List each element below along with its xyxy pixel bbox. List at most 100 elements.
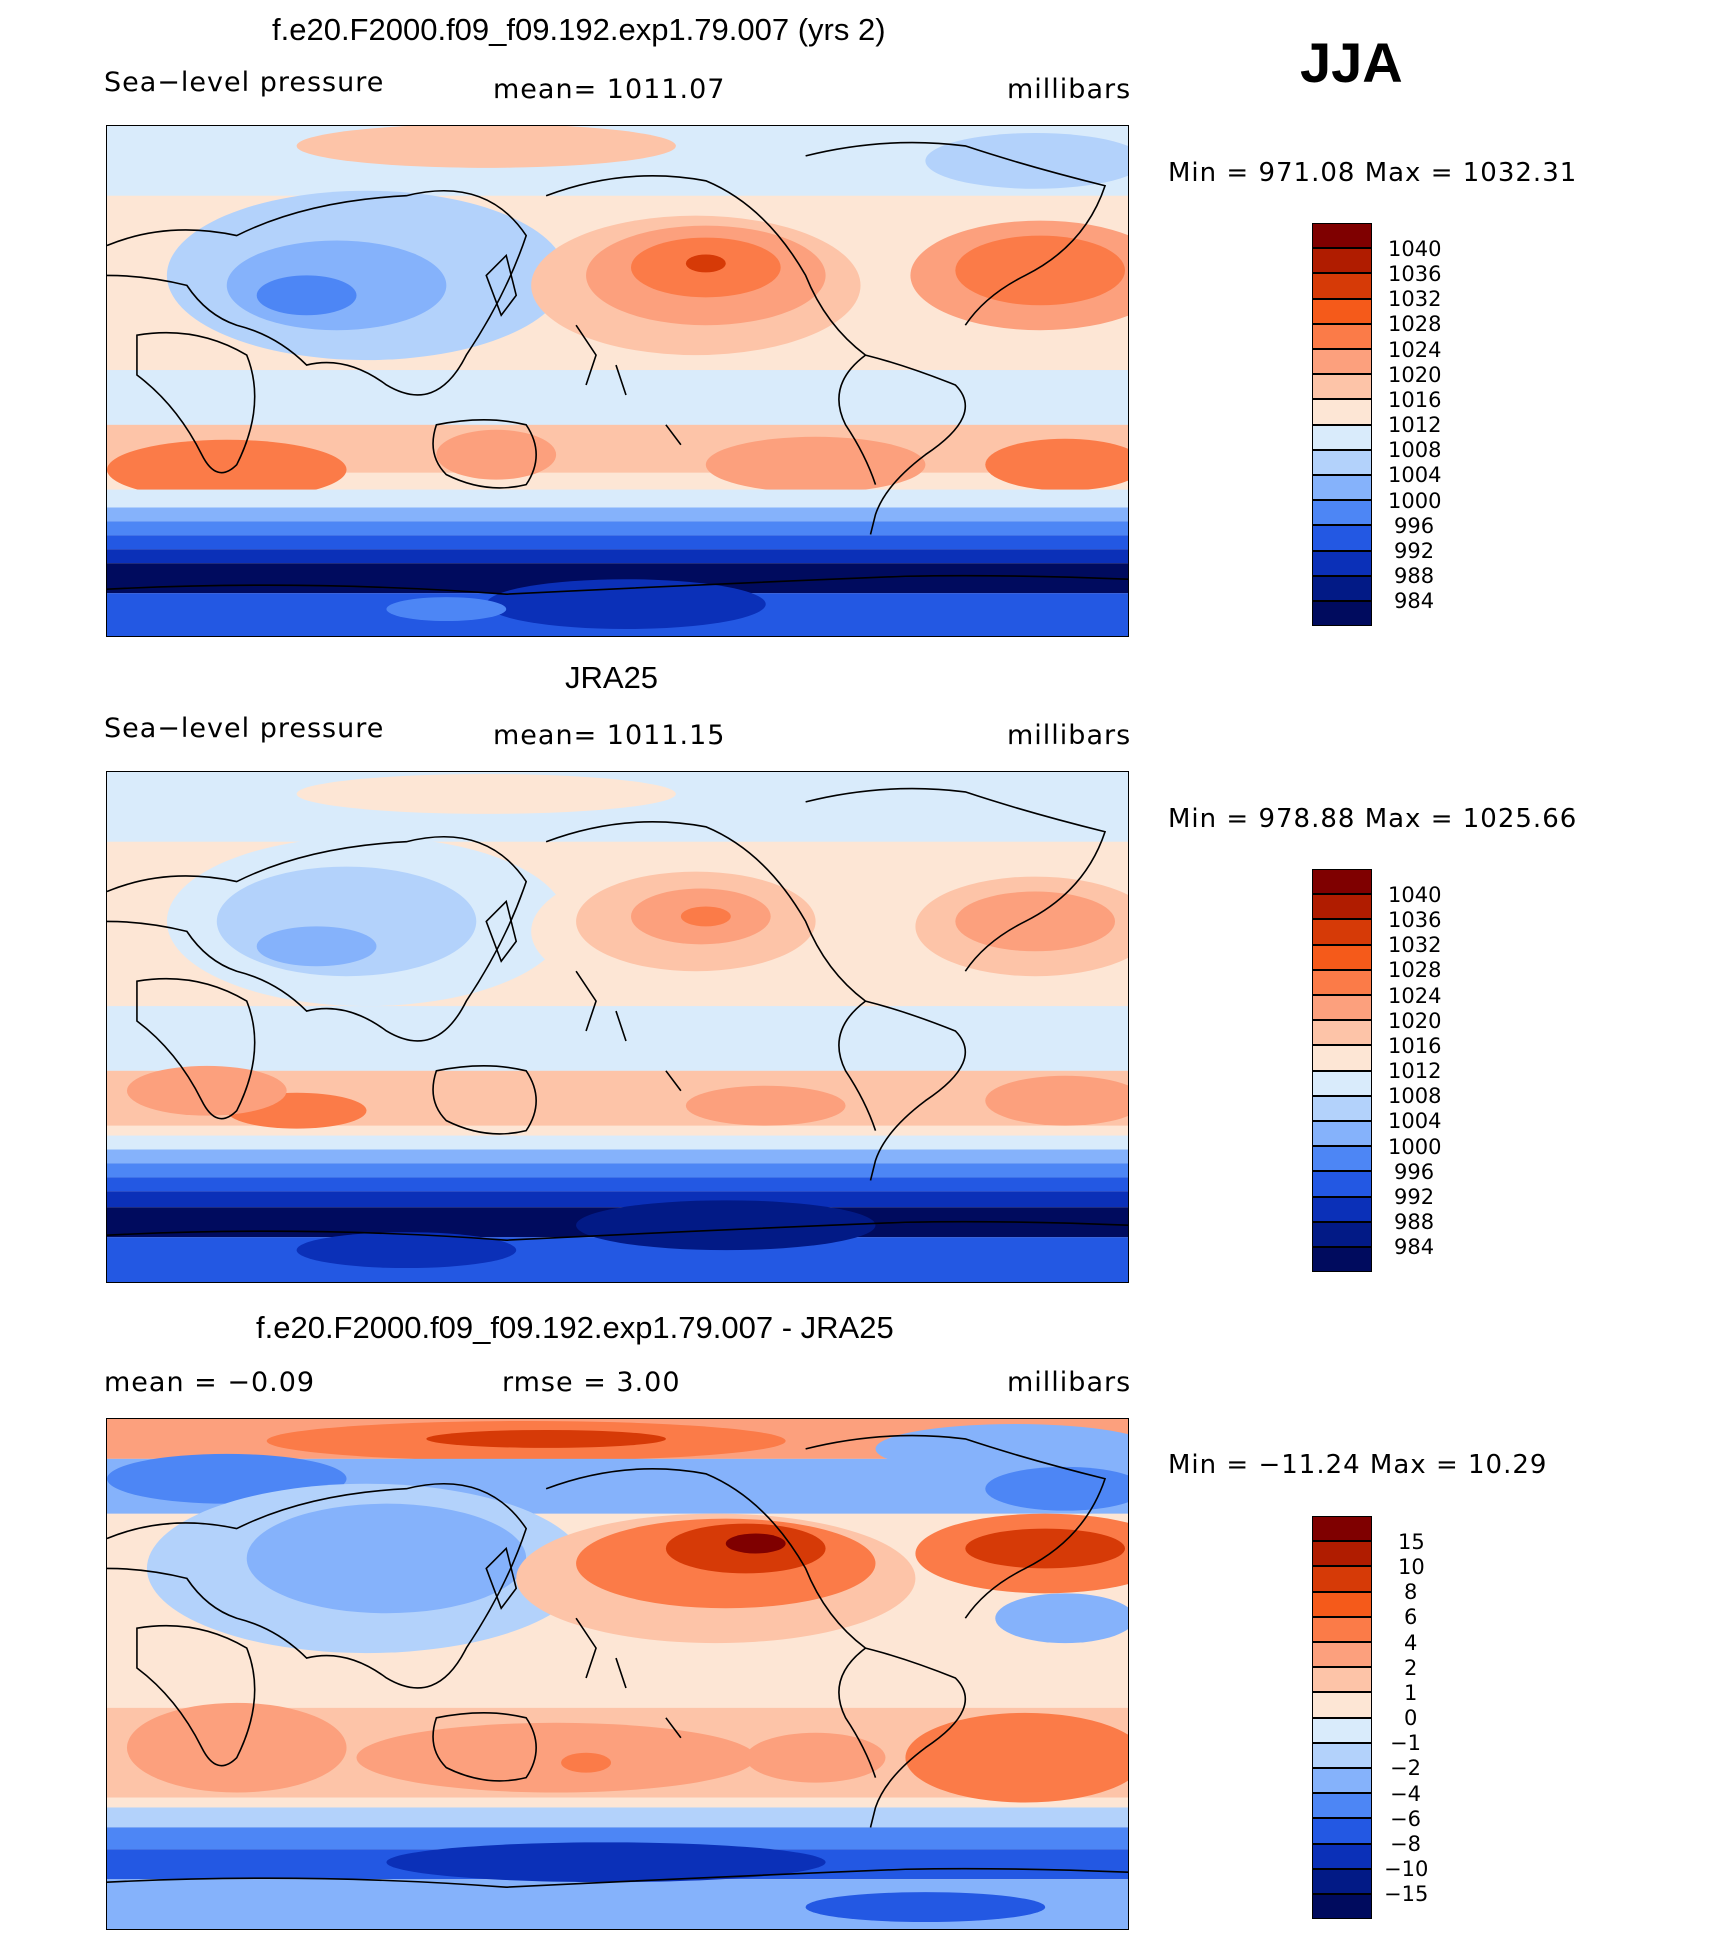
colorbar-label: 1036 xyxy=(1388,262,1442,286)
panel-3-center-label: rmse = 3.00 xyxy=(502,1367,681,1398)
colorbar-label: 1040 xyxy=(1388,237,1442,261)
colorbar-segment xyxy=(1312,1121,1372,1147)
colorbar-label: 6 xyxy=(1404,1605,1418,1629)
colorbar-segment xyxy=(1312,374,1372,400)
colorbar-segment xyxy=(1312,1818,1372,1844)
colorbar-segment xyxy=(1312,1642,1372,1668)
colorbar-label: 1004 xyxy=(1388,463,1442,487)
colorbar-segment xyxy=(1312,1692,1372,1718)
colorbar-label: 1024 xyxy=(1388,338,1442,362)
colorbar-segment xyxy=(1312,919,1372,945)
colorbar-segment xyxy=(1312,1196,1372,1222)
colorbar-segment xyxy=(1312,1070,1372,1096)
colorbar-segment xyxy=(1312,1868,1372,1894)
colorbar-label: 1016 xyxy=(1388,1034,1442,1058)
colorbar-segment xyxy=(1312,298,1372,324)
colorbar-label: 992 xyxy=(1394,539,1435,563)
colorbar-segment xyxy=(1312,894,1372,920)
colorbar-label: 988 xyxy=(1394,1210,1435,1234)
colorbar-segment xyxy=(1312,1516,1372,1542)
colorbar-label: 1028 xyxy=(1388,312,1442,336)
colorbar-segment xyxy=(1312,1793,1372,1819)
panel-1-title: f.e20.F2000.f09_f09.192.exp1.79.007 (yrs… xyxy=(272,12,886,47)
colorbar-label: −4 xyxy=(1390,1782,1421,1806)
colorbar-segment xyxy=(1312,449,1372,475)
colorbar-label: 984 xyxy=(1394,1235,1435,1259)
colorbar-segment xyxy=(1312,1742,1372,1768)
colorbar-segment xyxy=(1312,1146,1372,1172)
colorbar-label: 2 xyxy=(1404,1656,1418,1680)
colorbar-segment xyxy=(1312,550,1372,576)
panel-1-minmax: Min = 971.08 Max = 1032.31 xyxy=(1168,158,1578,188)
colorbar-label: 1000 xyxy=(1388,1135,1442,1159)
colorbar-segment xyxy=(1312,223,1372,249)
colorbar-label: 4 xyxy=(1404,1631,1418,1655)
colorbar-label: −8 xyxy=(1390,1832,1421,1856)
colorbar-label: 1008 xyxy=(1388,1084,1442,1108)
colorbar-label: −10 xyxy=(1384,1857,1429,1881)
colorbar-segment xyxy=(1312,995,1372,1021)
colorbar-segment xyxy=(1312,1566,1372,1592)
colorbar-label: 1028 xyxy=(1388,958,1442,982)
colorbar-segment xyxy=(1312,399,1372,425)
colorbar-label: 1000 xyxy=(1388,489,1442,513)
colorbar-segment xyxy=(1312,1541,1372,1567)
colorbar-segment xyxy=(1312,475,1372,501)
colorbar-segment xyxy=(1312,1171,1372,1197)
colorbar-segment xyxy=(1312,349,1372,375)
panel-1-left-label: Sea−level pressure xyxy=(104,67,385,98)
colorbar-segment xyxy=(1312,323,1372,349)
colorbar-segment xyxy=(1312,1616,1372,1642)
colorbar-segment xyxy=(1312,1095,1372,1121)
colorbar-segment xyxy=(1312,1717,1372,1743)
colorbar-segment xyxy=(1312,525,1372,551)
colorbar-label: −2 xyxy=(1390,1756,1421,1780)
colorbar-segment xyxy=(1312,1045,1372,1071)
panel-2-left-label: Sea−level pressure xyxy=(104,713,385,744)
panel-2-title: JRA25 xyxy=(565,660,659,695)
colorbar-segment xyxy=(1312,500,1372,526)
panel-2-map xyxy=(106,771,1129,1283)
panel-2-units: millibars xyxy=(1007,720,1132,751)
colorbar-label: 1020 xyxy=(1388,363,1442,387)
colorbar-label: 988 xyxy=(1394,564,1435,588)
panel-1-map xyxy=(106,125,1129,637)
colorbar-label: 1036 xyxy=(1388,908,1442,932)
colorbar-label: 15 xyxy=(1398,1530,1425,1554)
colorbar-segment xyxy=(1312,869,1372,895)
panel-2-center-label: mean= 1011.15 xyxy=(493,720,726,751)
colorbar-segment xyxy=(1312,424,1372,450)
panel-3-left-label: mean = −0.09 xyxy=(104,1367,316,1398)
colorbar-segment xyxy=(1312,273,1372,299)
colorbar-segment xyxy=(1312,1221,1372,1247)
panel-1-center-label: mean= 1011.07 xyxy=(493,74,726,105)
colorbar-label: 10 xyxy=(1398,1555,1425,1579)
panel-3-title: f.e20.F2000.f09_f09.192.exp1.79.007 - JR… xyxy=(256,1310,894,1345)
colorbar-label: −6 xyxy=(1390,1807,1421,1831)
panel-3-map xyxy=(106,1418,1129,1930)
colorbar-label: 1012 xyxy=(1388,413,1442,437)
colorbar-label: 1032 xyxy=(1388,287,1442,311)
colorbar-label: 1032 xyxy=(1388,933,1442,957)
colorbar-segment xyxy=(1312,1768,1372,1794)
colorbar-label: 1 xyxy=(1404,1681,1418,1705)
colorbar-segment xyxy=(1312,1247,1372,1273)
colorbar-label: 1004 xyxy=(1388,1109,1442,1133)
colorbar-label: 1020 xyxy=(1388,1009,1442,1033)
colorbar-label: 996 xyxy=(1394,514,1435,538)
season-label: JJA xyxy=(1300,31,1403,94)
colorbar-label: −1 xyxy=(1390,1731,1421,1755)
colorbar-segment xyxy=(1312,1894,1372,1920)
colorbar-label: 1040 xyxy=(1388,883,1442,907)
panel-3-minmax: Min = −11.24 Max = 10.29 xyxy=(1168,1450,1548,1480)
colorbar-segment xyxy=(1312,1591,1372,1617)
colorbar-label: 1024 xyxy=(1388,984,1442,1008)
colorbar-label: 996 xyxy=(1394,1160,1435,1184)
panel-3-units: millibars xyxy=(1007,1367,1132,1398)
colorbar-segment xyxy=(1312,248,1372,274)
colorbar-label: 1016 xyxy=(1388,388,1442,412)
colorbar-segment xyxy=(1312,575,1372,601)
colorbar-segment xyxy=(1312,944,1372,970)
panel-1-units: millibars xyxy=(1007,74,1132,105)
colorbar-label: 1012 xyxy=(1388,1059,1442,1083)
